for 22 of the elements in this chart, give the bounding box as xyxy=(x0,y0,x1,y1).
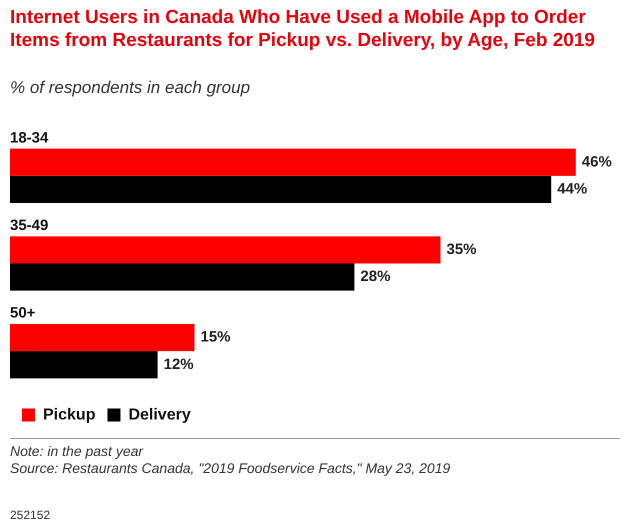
data-label: 46% xyxy=(582,153,612,170)
bar xyxy=(10,236,440,264)
bar xyxy=(10,176,552,204)
bar xyxy=(10,324,194,352)
data-label: 35% xyxy=(446,241,477,258)
y-tick-label: 18-34 xyxy=(10,129,50,146)
y-tick-label: 50+ xyxy=(10,304,36,322)
chart-subtitle: % of respondents in each group xyxy=(10,78,250,98)
bar xyxy=(10,148,576,176)
legend-label: Pickup xyxy=(43,406,96,424)
data-label: 15% xyxy=(200,328,231,346)
bar xyxy=(10,264,354,291)
source-note: Source: Restaurants Canada, "2019 Foodservice Facts," May 23, 2019 xyxy=(10,460,450,476)
text: 252152 xyxy=(10,508,50,522)
y-tick-label: 35-49 xyxy=(10,216,48,234)
data-label: 12% xyxy=(164,356,194,373)
data-label: 28% xyxy=(360,268,390,286)
chart-title: Internet Users in Canada Who Have Used a Mobile App to Order Items from Restaurants for Pickup vs. Delivery, by Age, Feb 2019 xyxy=(10,6,596,52)
bar xyxy=(10,351,158,378)
text: Note: in the past year xyxy=(10,443,144,459)
data-label: 44% xyxy=(557,180,588,198)
legend-label: Delivery xyxy=(128,406,191,424)
